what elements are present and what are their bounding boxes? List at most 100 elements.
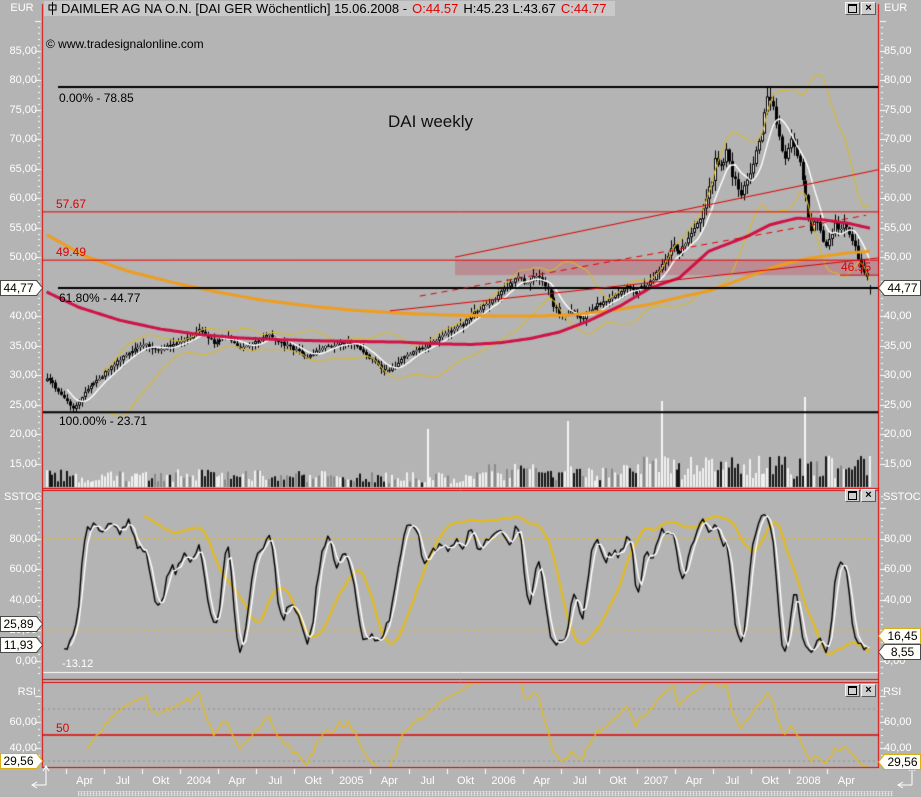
maximize-icon [848, 686, 857, 695]
time-axis-label: Jul [268, 775, 283, 787]
left-axis-currency-label: EUR [10, 2, 34, 14]
sstoc-chart-area[interactable] [43, 491, 878, 679]
main-maximize-button[interactable] [845, 2, 860, 15]
tag-fill [879, 645, 920, 659]
close-icon: × [865, 2, 872, 14]
price-axis-label-right: 80,00 [884, 74, 912, 87]
sstoc-axis-label-right: 80,00 [884, 532, 912, 545]
tag-value: 29,56 [887, 755, 918, 769]
time-axis-label: Okt [152, 775, 170, 787]
tag-fill [879, 629, 920, 643]
sstoc-axis-label-right: 60,00 [884, 563, 912, 575]
price-axis-label-right: 85,00 [884, 44, 912, 57]
close-icon: × [865, 489, 872, 501]
time-axis-label: Okt [457, 775, 475, 787]
tag-value: 25,89 [3, 617, 34, 631]
tag-fill [1, 281, 42, 295]
tag-value: 16,45 [887, 629, 918, 643]
maximize-icon [848, 491, 857, 500]
sstoc-close-button[interactable]: × [861, 489, 876, 502]
sstoc-tag-right-2: 8,55 [878, 644, 921, 660]
resistance-5767-label: 57.67 [56, 197, 87, 211]
copyright-label: © www.tradesignalonline.com [46, 37, 204, 51]
tag-value: 44,77 [887, 281, 918, 295]
time-axis-label: Apr [533, 775, 551, 787]
price-axis-label-left: 30,00 [9, 369, 37, 382]
sstoc-axis-label-left: 60,00 [9, 563, 37, 575]
rsi-panel-label-right: RSI [883, 686, 902, 698]
sstoc-tag-right-1: 16,45 [878, 628, 921, 644]
price-axis-label-right: 65,00 [884, 162, 912, 175]
price-axis-label-left: 65,00 [9, 162, 37, 175]
rsi-tag-left: 29,56 [0, 753, 43, 769]
price-axis-label-left: 35,00 [9, 339, 37, 352]
tag-value: 11,93 [3, 638, 34, 652]
main-price-tag-right: 44,77 [878, 280, 921, 296]
resistance-4695-label: 46.95 [841, 260, 872, 274]
instrument-pin-icon [48, 2, 57, 15]
time-axis-label: Okt [304, 775, 322, 787]
time-axis-label: Okt [761, 775, 779, 787]
main-chart-area[interactable] [43, 18, 878, 488]
price-axis-label-right: 75,00 [884, 103, 912, 116]
price-axis-label-left: 85,00 [9, 44, 37, 57]
rsi-axis-label-left: 40,00 [9, 742, 37, 754]
time-axis-label: Apr [837, 775, 856, 787]
price-axis-label-right: 60,00 [884, 192, 912, 205]
price-axis-label-right: 40,00 [884, 310, 912, 323]
time-axis-label: 2008 [796, 775, 821, 787]
time-axis-label: Jul [420, 775, 435, 787]
tag-fill [879, 281, 920, 295]
price-axis-label-left: 50,00 [9, 251, 37, 264]
time-axis-label: Jul [115, 775, 130, 787]
fib-618-label: 61.80% - 44.77 [59, 291, 141, 305]
tag-value: 8,55 [890, 645, 915, 659]
time-axis-label: Okt [609, 775, 627, 787]
rsi-panel-label-left: RSI [17, 686, 36, 698]
rsi-maximize-button[interactable] [845, 684, 860, 697]
time-axis-label: 2004 [186, 775, 212, 787]
price-axis-label-right: 70,00 [884, 133, 912, 146]
sstoc-axis-label-left: 0,00 [15, 654, 37, 667]
sstoc-tag-left-2: 11,93 [0, 637, 43, 653]
sstoc-panel-label-left: SSTOC [4, 491, 42, 503]
sstoc-panel-label-right: SSTOC [883, 491, 921, 503]
rsi-mid-level-label: 50 [56, 721, 70, 735]
price-axis-label-right: 55,00 [884, 221, 912, 234]
price-axis-label-right: 15,00 [884, 457, 912, 470]
price-axis-label-left: 15,00 [9, 457, 37, 470]
time-axis-label: Jul [725, 775, 740, 787]
time-axis-label: Apr [380, 775, 398, 787]
price-axis-label-left: 75,00 [9, 103, 37, 116]
main-price-tag-left: 44,77 [0, 280, 43, 296]
time-axis-label: Apr [228, 775, 246, 787]
main-close-button[interactable]: × [861, 2, 876, 15]
price-axis-label-left: 20,00 [9, 428, 37, 441]
rsi-close-button[interactable]: × [861, 684, 876, 697]
time-axis-label: Jul [572, 775, 587, 787]
right-axis-currency-label: EUR [884, 2, 908, 14]
horizontal-scrollbar[interactable] [78, 791, 893, 796]
price-axis-label-left: 40,00 [9, 310, 37, 323]
scroll-reset-left-icon[interactable] [30, 763, 54, 791]
chart-title-bar[interactable]: DAIMLER AG NA O.N. [DAI GER Wöchentlich]… [44, 1, 616, 16]
price-axis-label-left: 55,00 [9, 221, 37, 234]
price-axis-label-right: 25,00 [884, 398, 912, 411]
sstoc-axis-label-right: 40,00 [884, 593, 912, 606]
sstoc-maximize-button[interactable] [845, 489, 860, 502]
maximize-icon [848, 4, 857, 13]
fib-100-label: 100.00% - 23.71 [59, 414, 148, 428]
price-axis-label-left: 25,00 [9, 398, 37, 411]
tag-fill [1, 754, 42, 768]
time-axis-label: 2005 [339, 775, 364, 787]
title-high-low-value: H:45.23 L:43.67 [463, 1, 556, 16]
sstoc-axis-label-left: 40,00 [9, 593, 37, 606]
title-text: DAIMLER AG NA O.N. [DAI GER Wöchentlich]… [61, 1, 408, 16]
price-axis-label-right: 35,00 [884, 339, 912, 352]
tag-fill [1, 617, 42, 631]
rsi-chart-area[interactable] [43, 683, 878, 767]
fib-0-label: 0.00% - 78.85 [59, 91, 134, 105]
tag-value: 44,77 [3, 281, 34, 295]
time-axis-label: 2007 [643, 775, 669, 787]
